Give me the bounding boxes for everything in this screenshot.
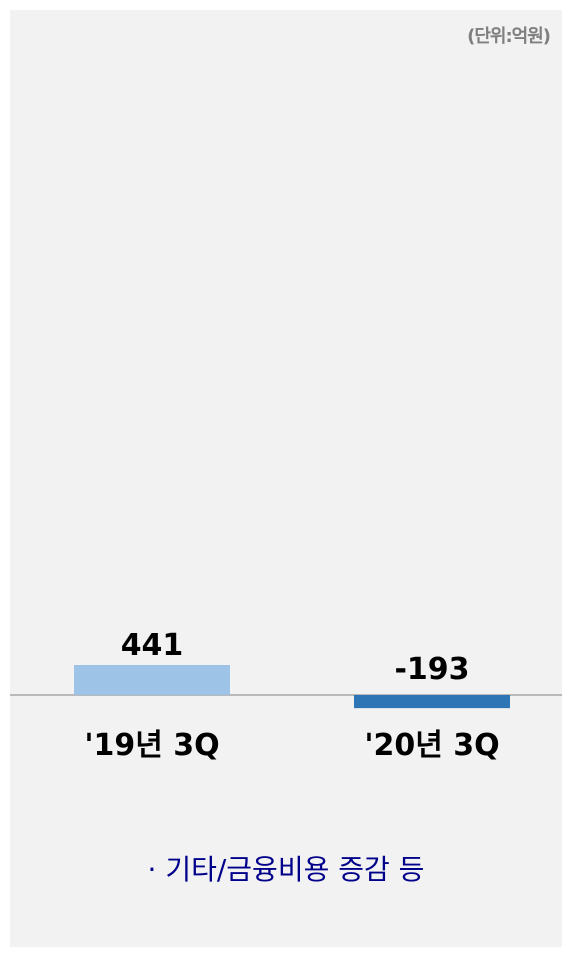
category-label-1: '20년 3Q xyxy=(364,728,499,763)
data-label-0: 441 xyxy=(121,628,184,663)
footnote: · 기타/금융비용 증감 등 xyxy=(147,853,425,886)
category-label-0: '19년 3Q xyxy=(84,728,219,763)
data-label-1: -193 xyxy=(394,652,469,687)
bar-0 xyxy=(74,665,230,695)
unit-label: (단위:억원) xyxy=(467,26,551,47)
chart-panel: (단위:억원) 441 '19년 3Q -193 '20년 3Q · 기타/금융비용 … xyxy=(10,10,562,947)
bar-1 xyxy=(354,695,510,709)
bar-chart: 441 '19년 3Q -193 '20년 3Q xyxy=(10,628,562,763)
